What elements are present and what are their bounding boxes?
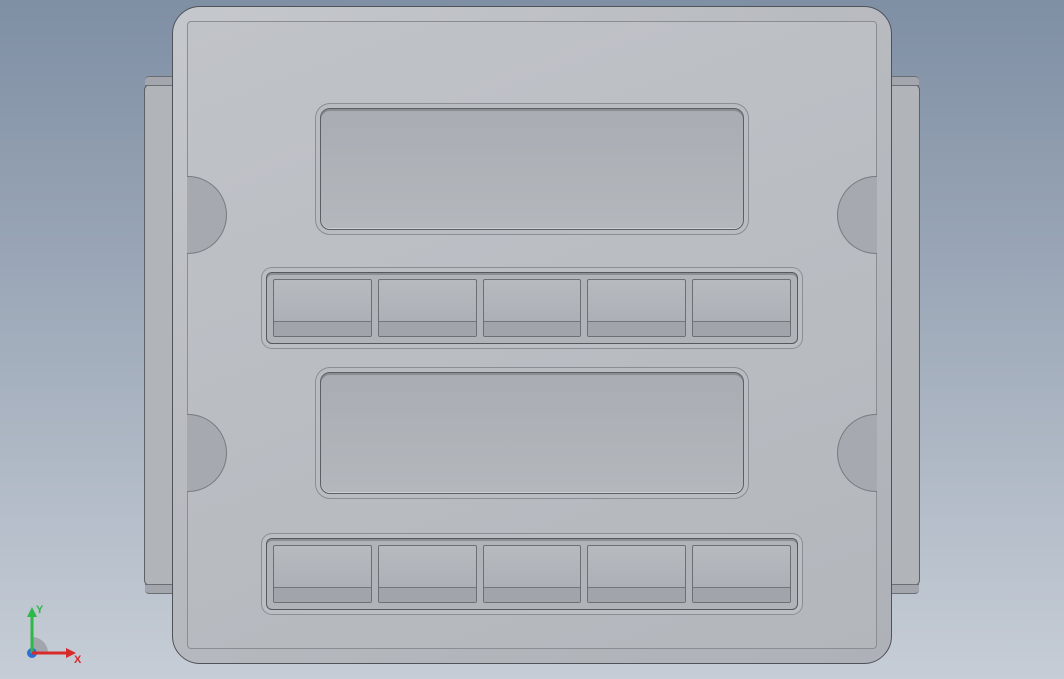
cad-model[interactable] — [172, 6, 892, 664]
front-face-plate — [172, 6, 892, 664]
front-face-inner-edge — [187, 21, 877, 649]
button-row-2-key-4 — [587, 545, 686, 603]
button-row-2-key-5 — [692, 545, 791, 603]
button-row-1-key-3 — [483, 279, 582, 337]
y-axis-label: Y — [36, 604, 44, 616]
mount-boss-left-top — [187, 176, 227, 254]
x-axis-label: X — [74, 654, 82, 665]
button-row-2-key-3 — [483, 545, 582, 603]
view-triad[interactable]: X Y — [14, 601, 86, 665]
mount-boss-right-bottom — [837, 414, 877, 492]
button-row-1-key-5 — [692, 279, 791, 337]
button-row-2-key-1 — [273, 545, 372, 603]
button-row-1 — [266, 272, 798, 344]
button-row-2-key-2 — [378, 545, 477, 603]
display-window-1 — [320, 108, 744, 230]
button-row-1-key-4 — [587, 279, 686, 337]
mount-boss-right-top — [837, 176, 877, 254]
display-window-2 — [320, 372, 744, 494]
button-row-2 — [266, 538, 798, 610]
button-row-1-key-2 — [378, 279, 477, 337]
button-row-1-key-1 — [273, 279, 372, 337]
mount-boss-left-bottom — [187, 414, 227, 492]
